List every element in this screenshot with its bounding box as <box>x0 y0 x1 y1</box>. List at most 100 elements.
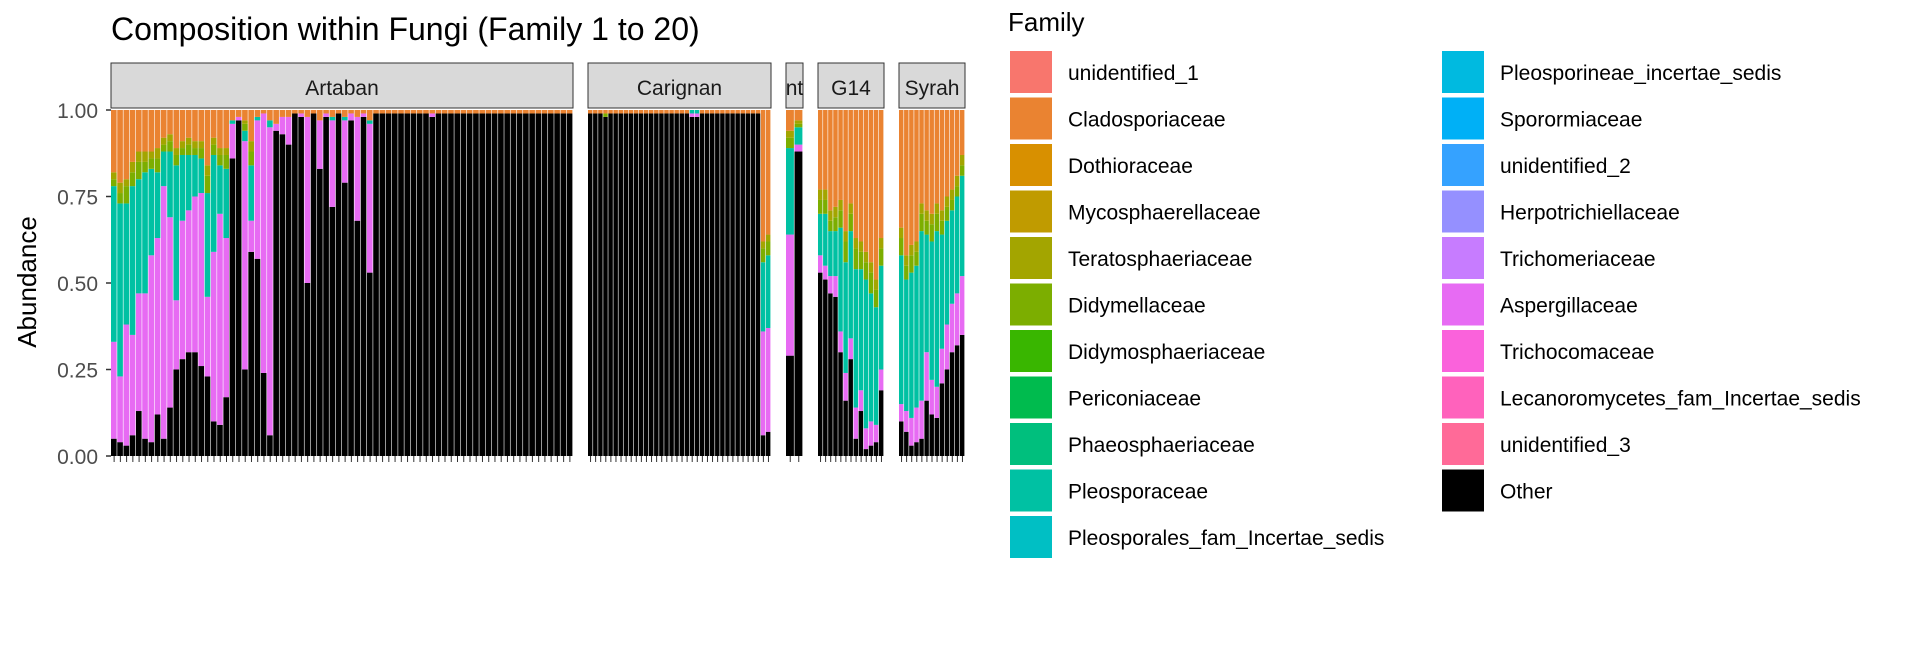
bar-segment-pleosporaceae <box>123 203 130 325</box>
bar-segment-teratosphaeriaceae <box>185 137 193 145</box>
bar-segment-teratosphaeriaceae <box>904 255 910 266</box>
legend-item: Phaeosphaeriaceae <box>1010 423 1255 465</box>
bar <box>838 110 844 456</box>
bar-segment-didymellaceae <box>160 144 168 152</box>
bar-segment-aspergillaceae <box>317 120 324 169</box>
bar <box>689 110 696 457</box>
bar-segment-pleosporaceae <box>248 165 255 221</box>
bar-segment-didymellaceae <box>148 158 155 169</box>
y-axis: 0.00 0.25 0.50 0.75 1.00 <box>57 100 111 469</box>
bar-segment-teratosphaeriaceae <box>919 203 925 214</box>
bar-segment-other <box>473 113 480 457</box>
bar-segment-pleosporaceae <box>192 154 199 197</box>
bar-segment-didymellaceae <box>868 272 874 294</box>
bar-segment-other <box>730 113 736 457</box>
bar-segment-other <box>448 113 455 457</box>
bar-segment-didymellaceae <box>217 154 224 166</box>
bar <box>416 110 424 457</box>
bar-segment-teratosphaeriaceae <box>954 175 960 187</box>
bar-segment-didymellaceae <box>924 220 930 235</box>
facet-strip-label: Artaban <box>305 77 379 100</box>
bar-segment-pleosporaceae <box>909 272 915 418</box>
bar-segment-teratosphaeriaceae <box>934 203 940 214</box>
bar-segment-other <box>694 116 700 457</box>
bar-segment-didymellaceae <box>843 241 849 263</box>
bar-segment-cladosporiaceae <box>914 110 920 242</box>
bar-segment-other <box>954 345 960 456</box>
bar <box>192 110 200 456</box>
bar-segment-pleosporaceae <box>135 179 143 294</box>
bar <box>735 110 742 457</box>
facet-strip <box>110 62 574 109</box>
bar-segment-aspergillaceae <box>217 213 224 425</box>
facet-panel-carignan: Carignan <box>587 62 772 462</box>
bar-segment-aspergillaceae <box>914 407 920 443</box>
bar-segment-teratosphaeriaceae <box>833 206 839 218</box>
bar-segment-other <box>373 113 380 457</box>
bar-segment-teratosphaeriaceae <box>179 141 186 149</box>
legend-label: Mycosphaerellaceae <box>1068 202 1261 225</box>
bar-segment-aspergillaceae <box>794 144 803 152</box>
bar-segment-aspergillaceae <box>285 116 293 145</box>
legend-swatch <box>1442 376 1484 419</box>
bar-segment-aspergillaceae <box>192 196 199 353</box>
facet-strip-label: Carignan <box>637 77 722 100</box>
bar-segment-pleosporaceae <box>117 203 124 377</box>
bar-segment-aspergillaceae <box>689 113 695 117</box>
bar-segment-cladosporiaceae <box>204 110 211 166</box>
facet-strip <box>898 62 966 109</box>
legend-item: Didymellaceae <box>1010 283 1206 326</box>
bar <box>858 110 865 456</box>
bar-segment-other <box>649 113 655 457</box>
bar <box>949 110 956 456</box>
legend-item: unidentified_2 <box>1442 144 1631 186</box>
bar-segment-aspergillaceae <box>235 116 243 121</box>
bar-segment-other <box>329 206 336 456</box>
bar-segment-cladosporiaceae <box>391 110 399 114</box>
bar-segment-other <box>715 113 721 457</box>
bar-segment-didymellaceae <box>863 262 869 280</box>
bar <box>235 110 243 456</box>
bar-segment-cladosporiaceae <box>441 110 449 114</box>
bar <box>242 110 249 456</box>
bar-segment-cladosporiaceae <box>684 110 690 114</box>
bar <box>924 110 931 456</box>
legend-item: Aspergillaceae <box>1442 283 1638 326</box>
bar-segment-cladosporiaceae <box>954 110 960 176</box>
bar <box>853 110 860 456</box>
bar-segment-other <box>929 414 935 456</box>
bar-segment-cladosporiaceae <box>664 110 670 114</box>
bar-segment-pleosporaceae <box>858 269 864 391</box>
y-axis-label: Abundance <box>12 216 42 348</box>
bar-segment-cladosporiaceae <box>516 110 524 114</box>
bar <box>654 110 660 457</box>
bar-segment-pleosporaceae <box>949 210 955 304</box>
bar-segment-cladosporiaceae <box>654 110 660 114</box>
bar-segment-aspergillaceae <box>429 113 436 117</box>
bar <box>608 110 615 457</box>
legend-label: unidentified_2 <box>1500 155 1631 178</box>
bar <box>730 110 737 457</box>
bar <box>659 110 665 457</box>
bar-segment-aspergillaceae <box>329 120 336 207</box>
bar-segment-cladosporiaceae <box>858 110 864 242</box>
bar-segment-other <box>914 442 920 456</box>
bar-segment-other <box>613 113 619 457</box>
bar-segment-other <box>735 113 741 457</box>
bar <box>335 110 343 457</box>
bar-segment-other <box>593 113 599 457</box>
bar-segment-aspergillaceae <box>694 113 700 117</box>
bar-segment-teratosphaeriaceae <box>223 148 230 155</box>
bar-segment-aspergillaceae <box>823 265 829 280</box>
bar-segment-cladosporiaceae <box>833 110 839 207</box>
bar-segment-cladosporiaceae <box>674 110 680 114</box>
bar-segment-aspergillaceae <box>148 255 155 443</box>
facet-panel-syrah: Syrah <box>898 62 966 462</box>
bar <box>448 110 455 457</box>
facet-panel-control: nt <box>785 62 804 462</box>
bar <box>373 110 381 457</box>
bar-segment-teratosphaeriaceae <box>959 154 965 166</box>
bar-segment-other <box>934 417 940 456</box>
bar-segment-other <box>618 113 624 457</box>
bar-segment-cladosporiaceae <box>838 110 844 200</box>
